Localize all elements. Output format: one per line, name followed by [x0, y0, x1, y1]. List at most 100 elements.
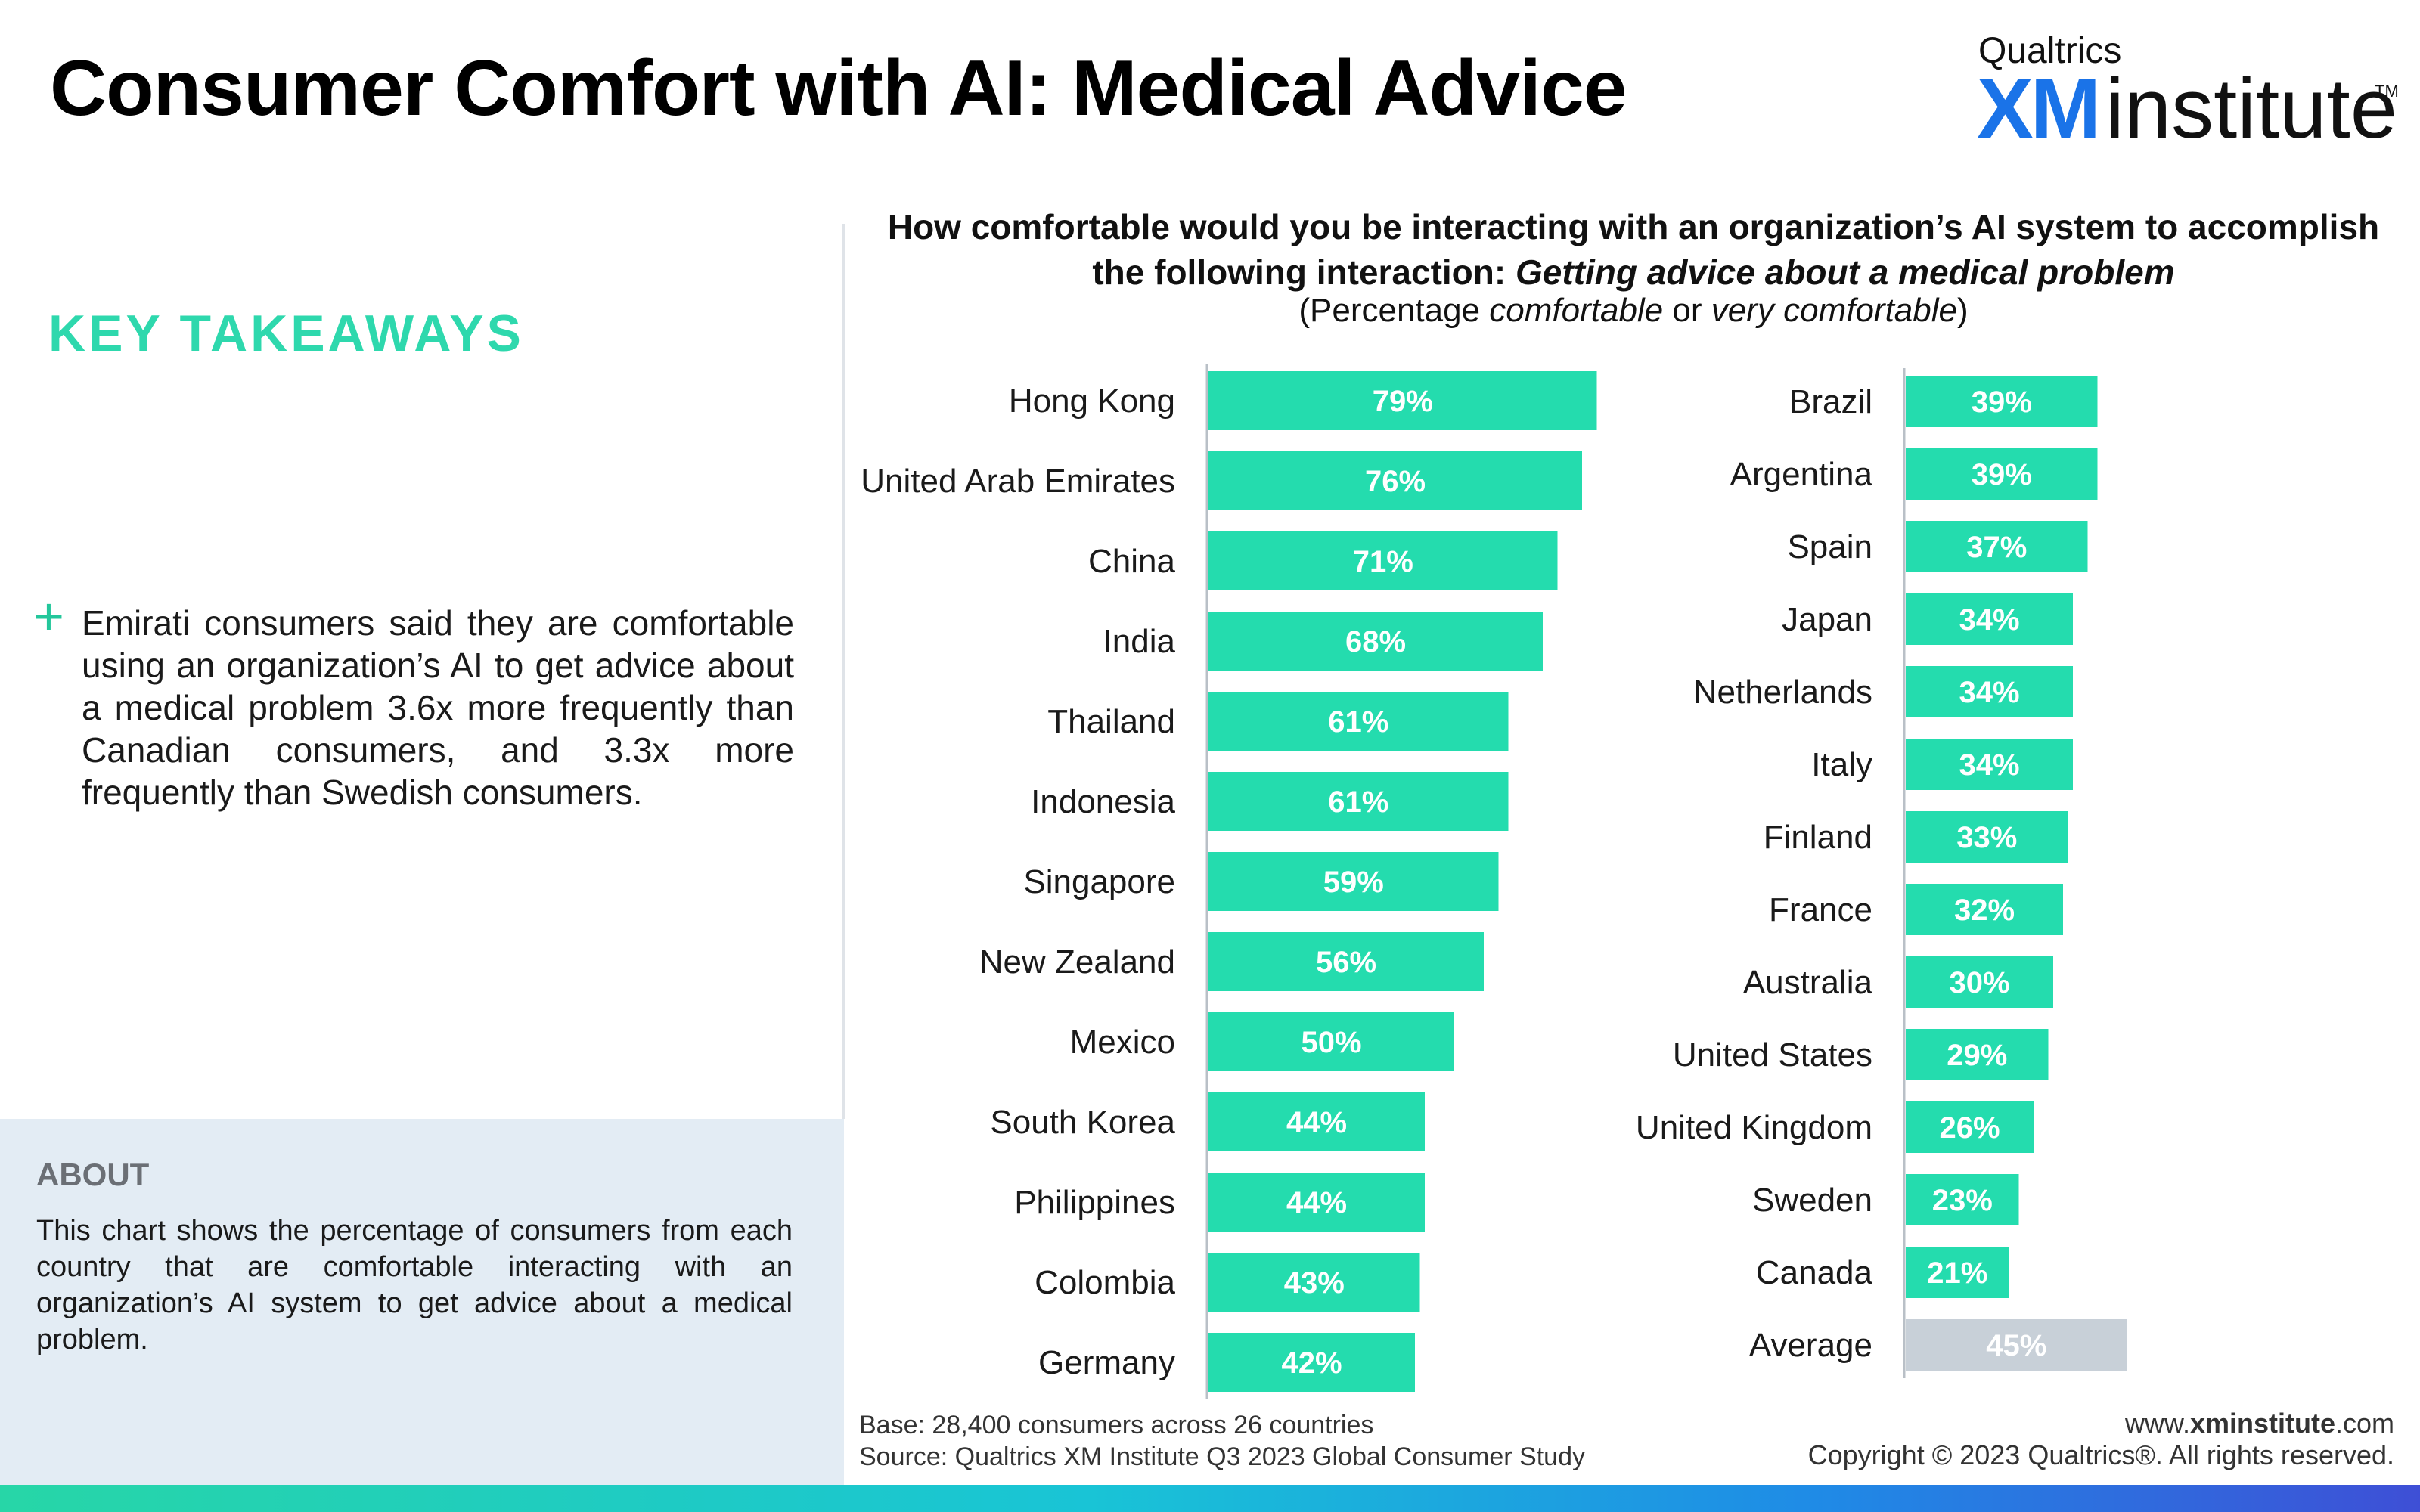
brand-institute: institute — [2105, 61, 2397, 156]
bar-netherlands — [1906, 666, 2073, 717]
brand-xm: XM — [1977, 61, 2101, 156]
bar-average — [1906, 1319, 2127, 1371]
bar-spain — [1906, 521, 2088, 572]
category-label-united-kingdom: United Kingdom — [1636, 1109, 1872, 1146]
about-heading: ABOUT — [36, 1157, 150, 1192]
value-label-singapore: 59% — [1323, 866, 1384, 899]
category-label-average: Average — [1749, 1327, 1872, 1364]
bar-china — [1208, 531, 1558, 590]
value-label-japan: 34% — [1959, 603, 2019, 637]
value-label-hong-kong: 79% — [1373, 385, 1433, 418]
bar-finland — [1906, 811, 2068, 863]
bar-colombia — [1208, 1253, 1420, 1312]
category-label-spain: Spain — [1787, 528, 1872, 565]
value-label-finland: 33% — [1956, 821, 2017, 854]
chart-subtitle: (Percentage comfortable or very comforta… — [862, 292, 2405, 330]
brand-name: Qualtrics — [1978, 31, 2122, 71]
page-title: Consumer Comfort with AI: Medical Advice — [50, 45, 1627, 132]
category-label-sweden: Sweden — [1752, 1182, 1872, 1219]
bar-sweden — [1906, 1174, 2019, 1225]
category-label-colombia: Colombia — [1035, 1264, 1175, 1301]
footer-url-bold: xminstitute — [2189, 1408, 2335, 1439]
bar-argentina — [1906, 448, 2098, 500]
category-label-hong-kong: Hong Kong — [1009, 383, 1175, 420]
value-label-india: 68% — [1345, 625, 1406, 658]
value-label-philippines: 44% — [1286, 1186, 1347, 1219]
bar-thailand — [1208, 692, 1509, 751]
bar-hong-kong — [1208, 371, 1597, 430]
value-label-new-zealand: 56% — [1316, 946, 1376, 979]
category-label-brazil: Brazil — [1789, 383, 1872, 420]
category-label-japan: Japan — [1782, 601, 1872, 638]
category-label-united-arab-emirates: United Arab Emirates — [861, 463, 1175, 500]
category-label-finland: Finland — [1764, 819, 1872, 856]
bar-australia — [1906, 956, 2053, 1008]
subtitle-em-comfortable: comfortable — [1489, 292, 1664, 329]
value-label-france: 32% — [1954, 894, 2015, 927]
bar-south-korea — [1208, 1092, 1425, 1151]
footer-url-suffix: .com — [2335, 1408, 2394, 1439]
category-label-singapore: Singapore — [1023, 863, 1175, 900]
footer-copyright: Copyright © 2023 Qualtrics®. All rights … — [1807, 1439, 2394, 1470]
category-label-united-states: United States — [1673, 1036, 1872, 1074]
bar-italy — [1906, 739, 2073, 790]
bar-united-states — [1906, 1029, 2049, 1080]
value-label-italy: 34% — [1959, 748, 2019, 782]
value-label-australia: 30% — [1949, 966, 2009, 999]
brand-logo: Qualtrics XM institute TM — [1977, 27, 2400, 156]
bar-india — [1208, 612, 1543, 671]
value-label-china: 71% — [1353, 545, 1413, 578]
bottom-gradient-band — [0, 1485, 2420, 1512]
category-label-new-zealand: New Zealand — [979, 943, 1175, 981]
about-panel: ABOUT This chart shows the percentage of… — [0, 1119, 844, 1485]
category-label-india: India — [1103, 623, 1176, 660]
bar-singapore — [1208, 852, 1499, 911]
category-label-argentina: Argentina — [1730, 456, 1873, 493]
chart-question-emphasis: Getting advice about a medical problem — [1515, 253, 2175, 292]
bar-germany — [1208, 1333, 1415, 1392]
category-label-canada: Canada — [1756, 1254, 1873, 1291]
bar-japan — [1906, 593, 2073, 645]
panel-divider — [842, 224, 845, 1119]
value-label-south-korea: 44% — [1286, 1106, 1347, 1139]
brand-trademark: TM — [2375, 82, 2399, 101]
subtitle-close: ) — [1956, 292, 1969, 329]
value-label-brazil: 39% — [1972, 386, 2032, 419]
category-label-france: France — [1769, 891, 1872, 928]
category-label-australia: Australia — [1743, 964, 1873, 1001]
category-label-thailand: Thailand — [1047, 703, 1175, 740]
bar-new-zealand — [1208, 932, 1484, 991]
value-label-germany: 42% — [1281, 1346, 1342, 1380]
about-text: This chart shows the percentage of consu… — [36, 1215, 793, 1356]
takeaway-text: Emirati consumers said they are comforta… — [82, 603, 794, 812]
chart-question-main: How comfortable would you be interacting… — [887, 207, 2380, 292]
value-label-average: 45% — [1986, 1329, 2046, 1362]
category-label-germany: Germany — [1038, 1344, 1175, 1381]
value-label-canada: 21% — [1927, 1256, 1987, 1290]
value-label-netherlands: 34% — [1959, 676, 2019, 709]
bar-united-kingdom — [1906, 1101, 2034, 1153]
bar-philippines — [1208, 1173, 1425, 1232]
subtitle-open: (Percentage — [1298, 292, 1490, 329]
value-label-indonesia: 61% — [1328, 785, 1388, 819]
category-label-philippines: Philippines — [1014, 1184, 1175, 1221]
category-label-mexico: Mexico — [1070, 1024, 1175, 1061]
subtitle-mid: or — [1663, 292, 1711, 329]
value-label-sweden: 23% — [1932, 1184, 1993, 1217]
footer-url-prefix: www. — [2124, 1408, 2190, 1439]
bar-mexico — [1208, 1012, 1454, 1071]
takeaways-heading: KEY TAKEAWAYS — [48, 305, 524, 362]
bar-brazil — [1906, 376, 2098, 427]
bar-canada — [1906, 1247, 2009, 1298]
chart-question: How comfortable would you be interacting… — [862, 204, 2405, 295]
value-label-colombia: 43% — [1284, 1266, 1345, 1300]
bar-france — [1906, 884, 2063, 935]
value-label-mexico: 50% — [1301, 1026, 1361, 1059]
category-label-indonesia: Indonesia — [1031, 783, 1175, 820]
footer-url: www.xminstitute.com — [2125, 1408, 2394, 1439]
plus-icon: + — [33, 587, 64, 646]
footer-source: Source: Qualtrics XM Institute Q3 2023 G… — [859, 1442, 1586, 1471]
category-label-south-korea: South Korea — [990, 1104, 1175, 1141]
value-label-united-kingdom: 26% — [1939, 1111, 2000, 1145]
